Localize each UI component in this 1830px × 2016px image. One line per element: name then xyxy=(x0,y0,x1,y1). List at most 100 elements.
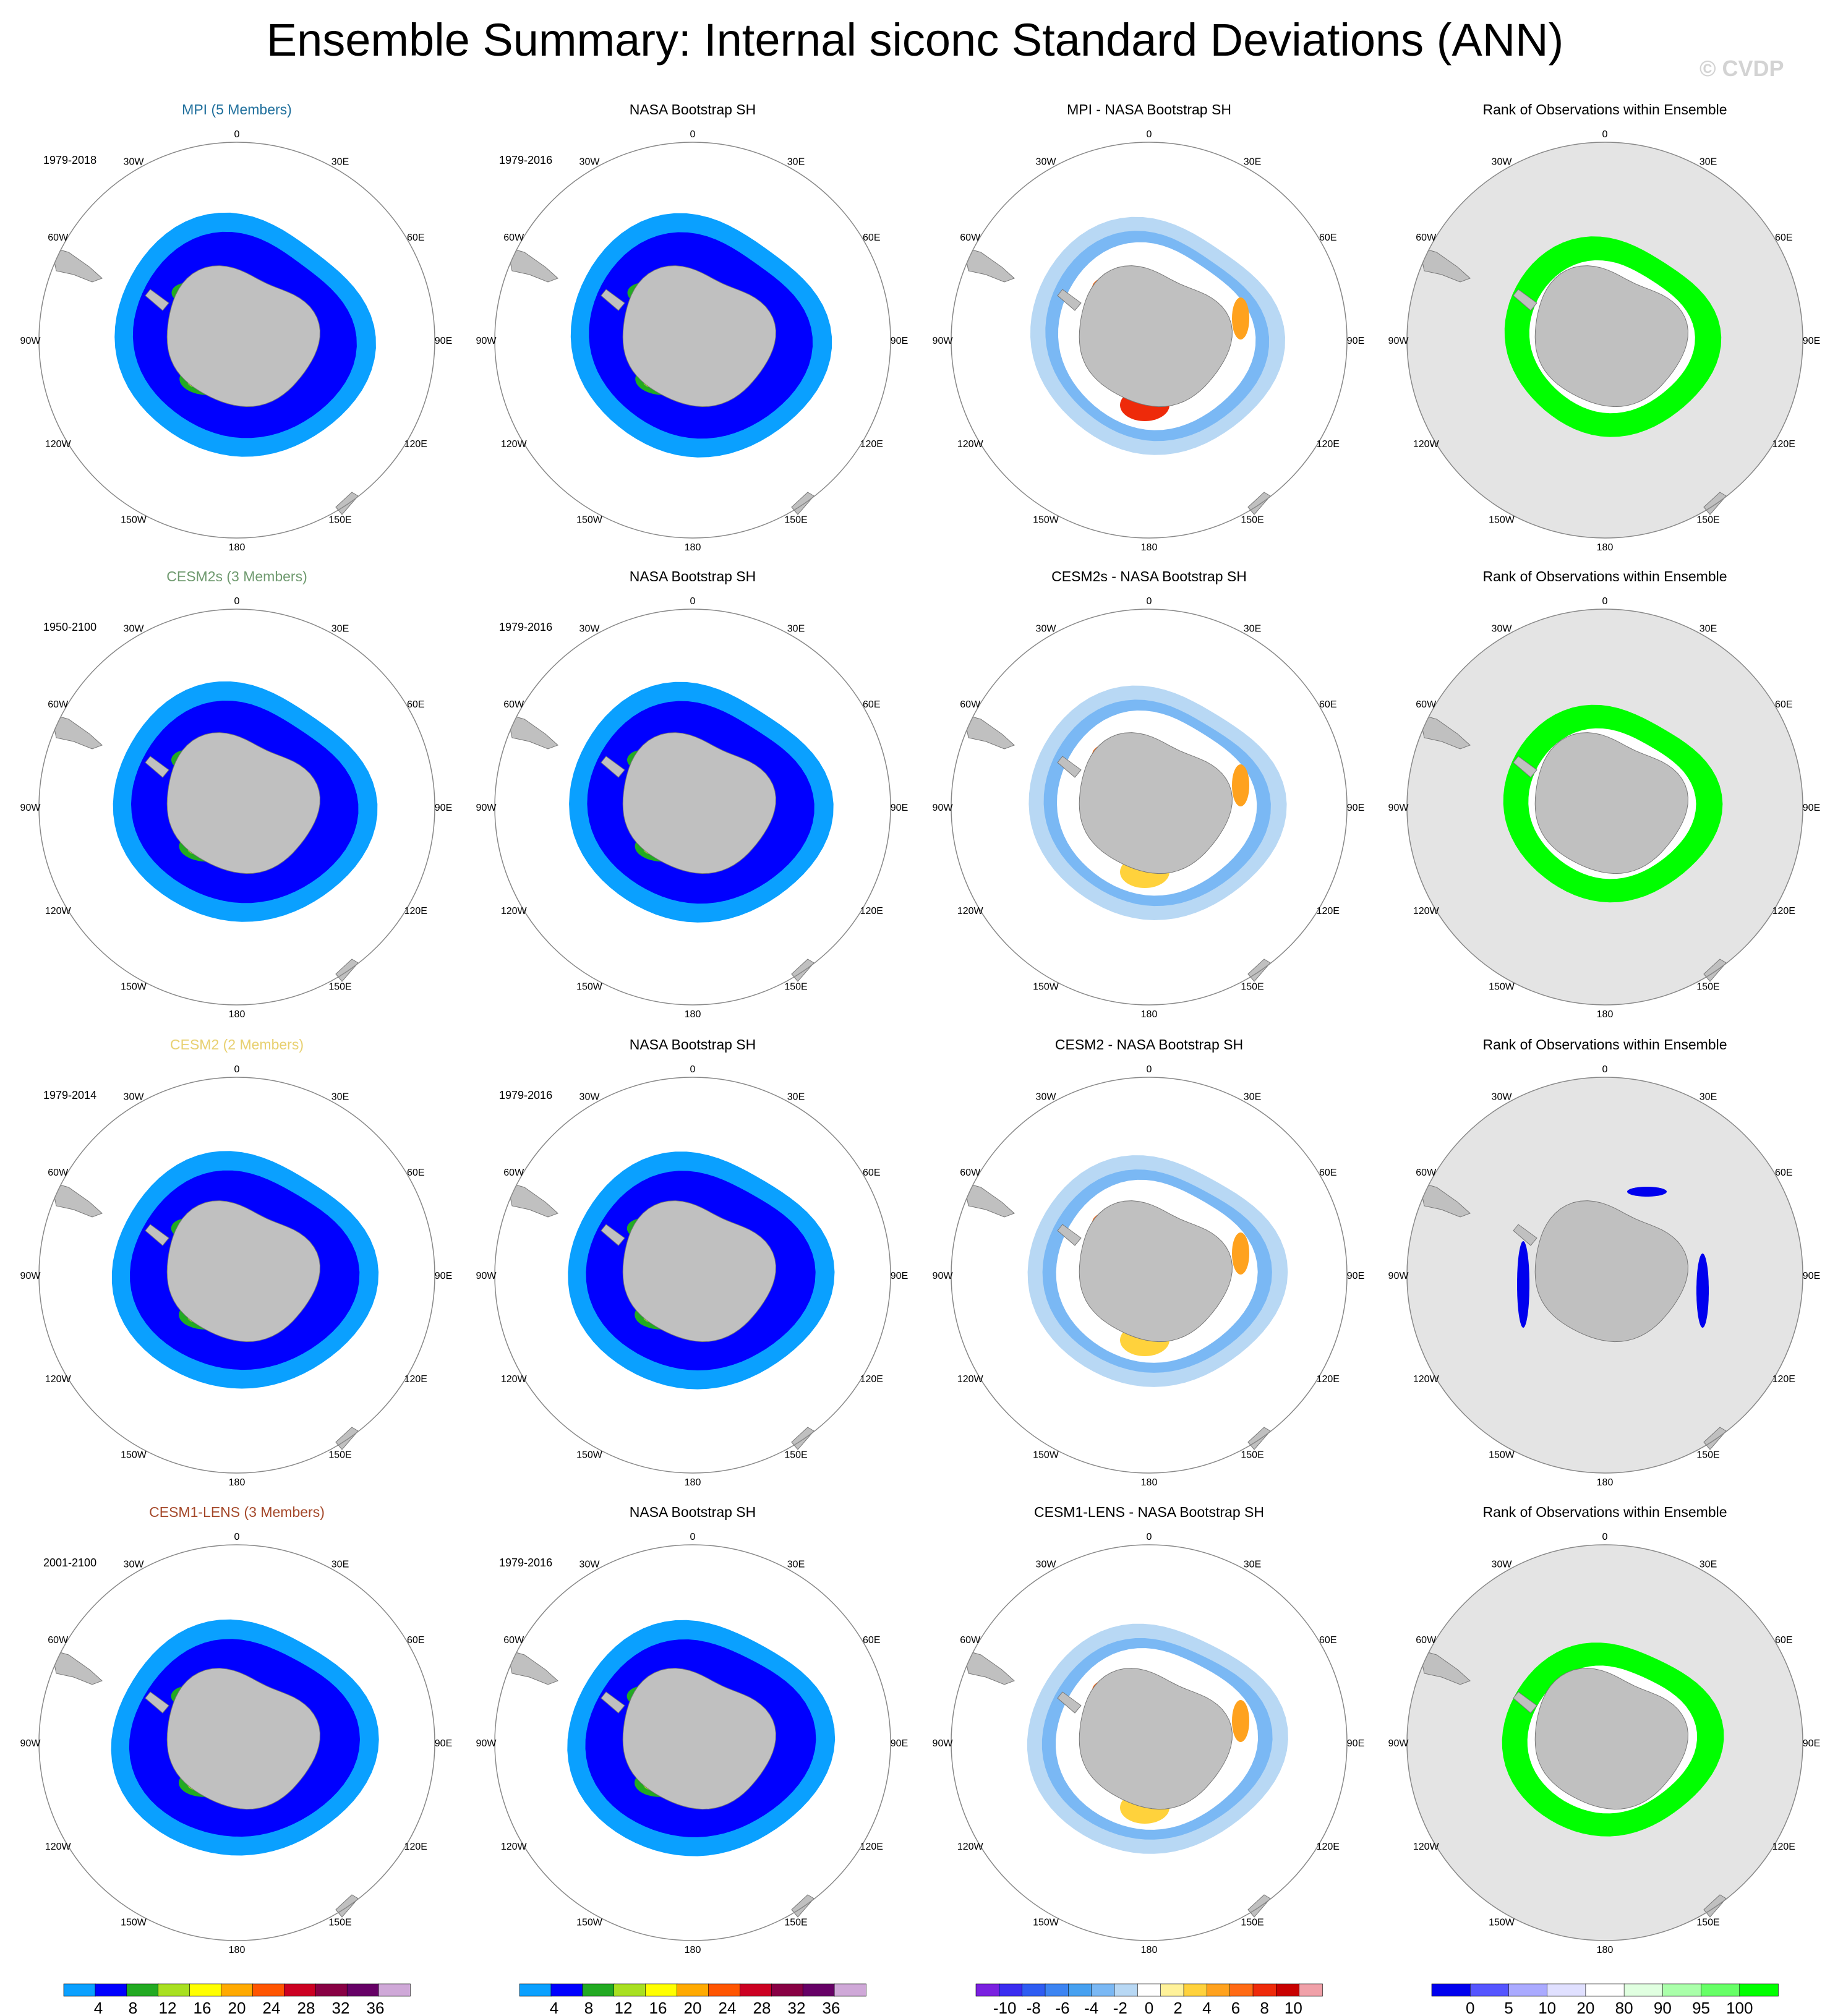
lon-label: 30W xyxy=(1036,1560,1057,1570)
colorbar-tick: 4 xyxy=(1202,1999,1211,2016)
lon-label: 90E xyxy=(891,803,908,813)
lon-label: 60E xyxy=(1319,1168,1336,1178)
lon-label: 180 xyxy=(229,542,246,553)
lon-label: 150W xyxy=(576,515,603,525)
lon-label: 90W xyxy=(933,803,954,813)
panel-title: NASA Bootstrap SH xyxy=(630,1504,756,1520)
lon-label: 90W xyxy=(1388,803,1409,813)
panel-title: Rank of Observations within Ensemble xyxy=(1482,1036,1727,1053)
panel-std-mpi: NASA Bootstrap SH 1979-2016 0 30E 60E 90E 120E… xyxy=(476,101,909,553)
colorbar-tick: 100 xyxy=(1726,1999,1753,2016)
diff-warm xyxy=(1232,1232,1249,1275)
lon-label: 180 xyxy=(1597,1945,1614,1955)
colorbar-tick: 5 xyxy=(1504,1999,1513,2016)
lon-label: 30W xyxy=(1492,1560,1513,1570)
rank-low xyxy=(1696,1254,1709,1328)
new-zealand-land xyxy=(791,959,815,982)
lon-label: 180 xyxy=(1141,1477,1158,1488)
lon-label: 60W xyxy=(48,233,69,243)
antarctic-peninsula-land xyxy=(1513,289,1537,311)
lon-label: 60E xyxy=(863,699,880,710)
lon-label: 90W xyxy=(476,1738,497,1749)
panel-std-cesm1-lens: CESM1-LENS (3 Members) 2001-2100 0 30E 60E 90… xyxy=(20,1504,453,1955)
lon-label: 30W xyxy=(1036,624,1057,634)
colorbar-tick: 4 xyxy=(94,1999,103,2016)
lon-label: 0 xyxy=(690,129,696,140)
antarctica-land xyxy=(166,1200,320,1343)
panel-title: NASA Bootstrap SH xyxy=(630,1036,756,1053)
lon-label: 90W xyxy=(933,336,954,346)
colorbar-swatch xyxy=(1739,1983,1779,1997)
map-border xyxy=(494,142,891,539)
lon-label: 30W xyxy=(1492,157,1513,168)
colorbar-tick: 20 xyxy=(684,1999,702,2016)
new-zealand-land xyxy=(335,1427,359,1450)
lon-label: 150E xyxy=(1241,981,1263,992)
lon-label: 150W xyxy=(1033,1917,1059,1928)
lon-label: 120W xyxy=(501,439,528,450)
lon-label: 90E xyxy=(1803,1271,1820,1281)
lon-label: 60E xyxy=(863,1635,880,1646)
lon-label: 180 xyxy=(685,542,701,553)
panel-diff-cesm2s: CESM2s - NASA Bootstrap SH 0 30E 60E 90E 120E… xyxy=(933,568,1365,1020)
lon-label: 150E xyxy=(1696,1450,1719,1460)
antarctica-land xyxy=(622,732,776,874)
colorbar-swatch xyxy=(126,1983,159,1997)
antarctica-land xyxy=(1534,1668,1688,1810)
lon-label: 120E xyxy=(860,1842,883,1852)
colorbar-tick: 8 xyxy=(129,1999,137,2016)
lon-label: 0 xyxy=(690,1064,696,1075)
lon-label: 150E xyxy=(784,515,807,525)
lon-label: 30E xyxy=(331,1092,349,1103)
lon-label: 60E xyxy=(863,233,880,243)
lon-label: 60W xyxy=(960,1635,981,1646)
lon-label: 30W xyxy=(1036,157,1057,168)
colorbar-swatch xyxy=(1160,1983,1184,1997)
lon-label: 30W xyxy=(579,1092,601,1103)
colorbar-swatch xyxy=(975,1983,1000,1997)
lon-label: 30E xyxy=(1244,157,1261,168)
lon-label: 120E xyxy=(1772,439,1795,450)
colorbar-swatch xyxy=(315,1983,348,1997)
south-america-land xyxy=(1419,1182,1471,1218)
colorbar-tick: 0 xyxy=(1145,1999,1153,2016)
colorbar-swatch xyxy=(771,1983,803,1997)
colorbar-tick: 8 xyxy=(1260,1999,1268,2016)
lon-label: 90E xyxy=(435,1271,452,1281)
lon-label: 180 xyxy=(1597,1009,1614,1020)
lon-label: 0 xyxy=(1147,1064,1152,1075)
panel-title: Rank of Observations within Ensemble xyxy=(1482,568,1727,584)
lon-label: 120W xyxy=(501,1374,528,1385)
colorbar-swatch xyxy=(1701,1983,1740,1997)
lon-label: 90E xyxy=(1803,803,1820,813)
lon-label: 150E xyxy=(1241,1450,1263,1460)
diff-warm xyxy=(1232,297,1249,340)
lon-label: 180 xyxy=(229,1009,246,1020)
lon-label: 120E xyxy=(1317,1842,1340,1852)
lon-label: 30W xyxy=(579,1560,601,1570)
lon-label: 0 xyxy=(1602,129,1608,140)
lon-label: 180 xyxy=(1141,1009,1158,1020)
lon-label: 60W xyxy=(48,1168,69,1178)
period-label: 1979-2018 xyxy=(43,154,96,166)
colorbar-swatch xyxy=(1469,1983,1510,1997)
lon-label: 30E xyxy=(1700,1092,1717,1103)
lon-label: 120E xyxy=(1317,906,1340,916)
lon-label: 60W xyxy=(1416,233,1437,243)
lon-label: 120W xyxy=(45,906,72,916)
main-title: Ensemble Summary: Internal siconc Standa… xyxy=(266,14,1564,66)
panel-rank-cesm2: Rank of Observations within Ensemble 0 30E… xyxy=(1388,1036,1821,1488)
lon-label: 180 xyxy=(1141,1945,1158,1955)
panel-std-cesm2s: NASA Bootstrap SH 1979-2016 0 30E 60E 90E 120E… xyxy=(476,568,909,1020)
lon-label: 90W xyxy=(1388,1738,1409,1749)
map-border xyxy=(1406,142,1803,539)
map-border xyxy=(494,1077,891,1474)
cvdp-watermark: © CVDP xyxy=(1700,56,1784,81)
south-america-land xyxy=(51,247,103,283)
period-label: 1979-2016 xyxy=(499,154,552,166)
lon-label: 60W xyxy=(48,699,69,710)
lon-label: 120W xyxy=(45,439,72,450)
lon-label: 60W xyxy=(960,233,981,243)
lon-label: 150E xyxy=(328,515,351,525)
lon-label: 120W xyxy=(1413,1842,1440,1852)
